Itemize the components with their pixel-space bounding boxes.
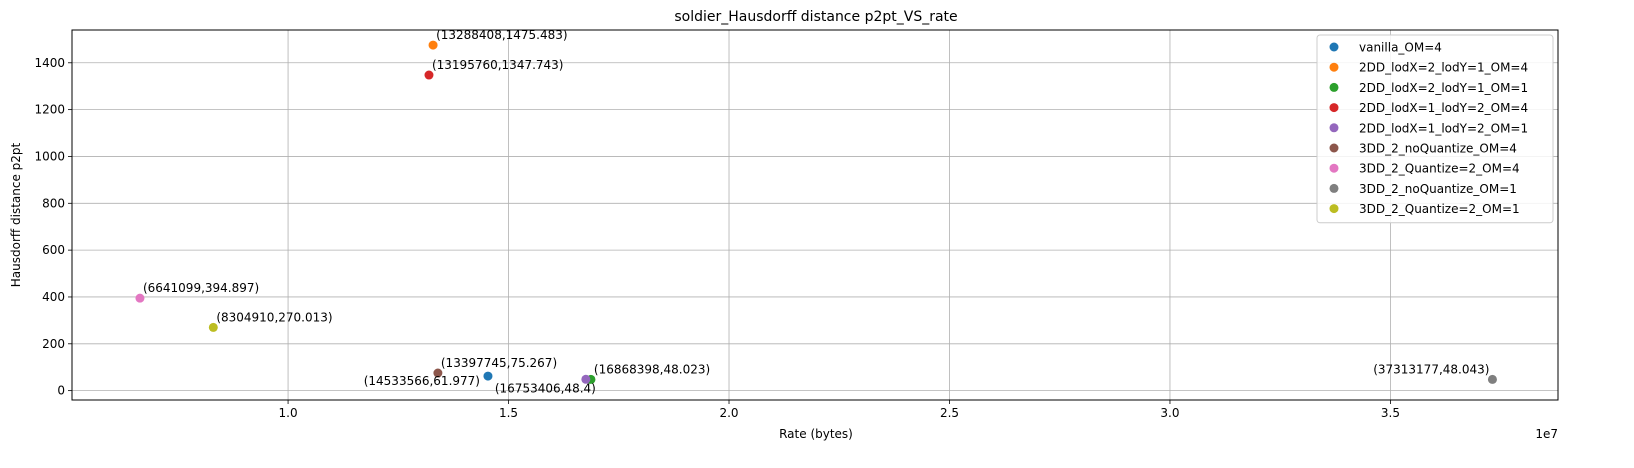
legend-marker bbox=[1329, 103, 1339, 113]
plot-area-frame bbox=[71, 29, 1559, 401]
data-label: (6641099,394.897) bbox=[143, 281, 259, 295]
legend-marker bbox=[1329, 183, 1339, 193]
legend-box bbox=[1316, 34, 1554, 224]
y-axis-title: Hausdorff distance p2pt bbox=[9, 142, 23, 287]
data-label: (16868398,48.023) bbox=[594, 362, 710, 376]
data-point bbox=[433, 368, 443, 378]
data-point bbox=[208, 322, 218, 332]
legend-label: 2DD_lodX=1_lodY=2_OM=4 bbox=[1359, 101, 1528, 115]
data-label: (8304910,270.013) bbox=[216, 310, 332, 324]
legend-items: vanilla_OM=4 2DD_lodX=2_lodY=1_OM=4 2DD_lo… bbox=[1329, 41, 1528, 216]
x-axis-title: Rate (bytes) bbox=[779, 427, 853, 441]
data-label: (13397745,75.267) bbox=[441, 356, 557, 370]
data-point bbox=[428, 40, 438, 50]
x-tick-label: 3.0 bbox=[1160, 406, 1179, 420]
data-points bbox=[135, 40, 1497, 384]
legend-marker bbox=[1329, 204, 1339, 214]
y-tick-label: 200 bbox=[42, 337, 65, 351]
legend-label: 3DD_2_noQuantize_OM=1 bbox=[1359, 182, 1517, 196]
data-label: (14533566,61.977) bbox=[364, 374, 480, 388]
data-point bbox=[581, 374, 591, 384]
legend-marker bbox=[1329, 82, 1339, 92]
x-axis-ticks: 1.0 1.5 2.0 2.5 3.0 3.5 bbox=[279, 400, 1400, 420]
y-tick-label: 1400 bbox=[34, 56, 65, 70]
legend-label: 3DD_2_noQuantize_OM=4 bbox=[1359, 142, 1517, 156]
x-tick-label: 1.0 bbox=[279, 406, 298, 420]
legend-marker bbox=[1329, 42, 1339, 52]
legend-label: 2DD_lodX=1_lodY=2_OM=1 bbox=[1359, 121, 1528, 135]
data-point bbox=[1487, 374, 1497, 384]
data-label: (13195760,1347.743) bbox=[432, 58, 564, 72]
data-label: (37313177,48.043) bbox=[1373, 362, 1489, 376]
x-tick-label: 1.5 bbox=[499, 406, 518, 420]
data-label: (16753406,48.4) bbox=[495, 381, 596, 395]
legend: vanilla_OM=4 2DD_lodX=2_lodY=1_OM=4 2DD_lo… bbox=[1316, 34, 1554, 224]
data-point bbox=[135, 293, 145, 303]
legend-label: 3DD_2_Quantize=2_OM=4 bbox=[1359, 162, 1520, 176]
legend-marker bbox=[1329, 143, 1339, 153]
data-point bbox=[483, 371, 493, 381]
data-point bbox=[424, 70, 434, 80]
legend-marker bbox=[1329, 123, 1339, 133]
y-tick-label: 400 bbox=[42, 290, 65, 304]
y-tick-label: 800 bbox=[42, 196, 65, 210]
y-tick-label: 0 bbox=[57, 384, 65, 398]
data-label: (13288408,1475.483) bbox=[436, 28, 568, 42]
y-tick-label: 600 bbox=[42, 243, 65, 257]
y-axis-ticks: 0 200 400 600 800 1000 1200 1400 bbox=[34, 56, 72, 398]
x-tick-label: 3.5 bbox=[1381, 406, 1400, 420]
x-tick-label: 2.5 bbox=[940, 406, 959, 420]
legend-label: 2DD_lodX=2_lodY=1_OM=1 bbox=[1359, 81, 1528, 95]
y-tick-label: 1000 bbox=[34, 149, 65, 163]
legend-label: vanilla_OM=4 bbox=[1359, 41, 1442, 55]
x-tick-label: 2.0 bbox=[719, 406, 738, 420]
legend-label: 3DD_2_Quantize=2_OM=1 bbox=[1359, 202, 1520, 216]
y-tick-label: 1200 bbox=[34, 103, 65, 117]
legend-marker bbox=[1329, 62, 1339, 72]
data-labels: (14533566,61.977) (13288408,1475.483) (168… bbox=[143, 28, 1489, 395]
chart-title: soldier_Hausdorff distance p2pt_VS_rate bbox=[674, 9, 957, 25]
legend-marker bbox=[1329, 163, 1339, 173]
legend-label: 2DD_lodX=2_lodY=1_OM=4 bbox=[1359, 61, 1528, 75]
x-axis-offset-label: 1e7 bbox=[1535, 427, 1558, 441]
